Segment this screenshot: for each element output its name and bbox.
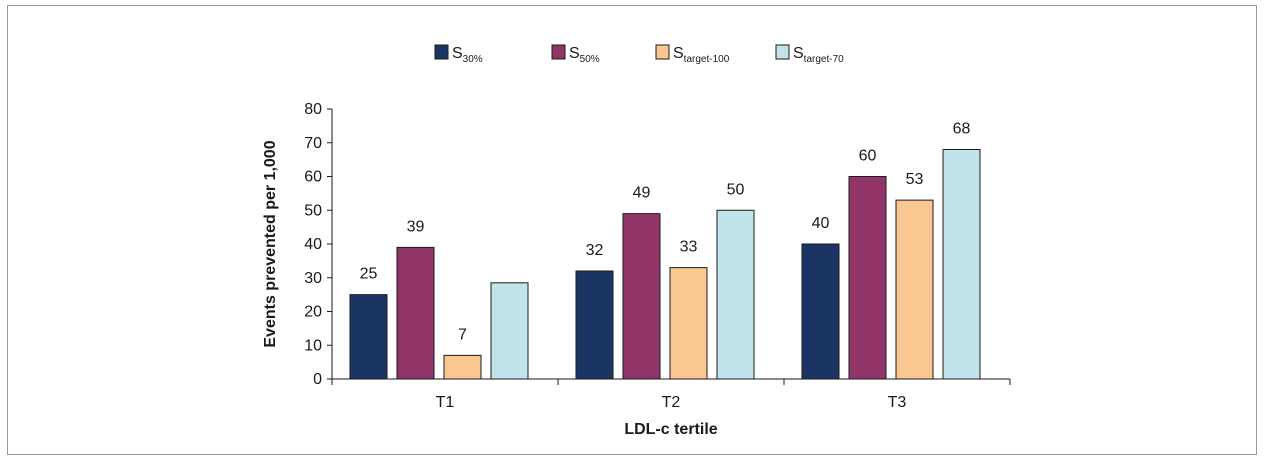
- bar-t2-series-2: [622, 213, 661, 380]
- bar-t1-series-2: [396, 246, 435, 380]
- bar-t2-series-1: [575, 270, 614, 380]
- legend-swatch: [775, 44, 790, 60]
- chart-figure: S30% S50% Starget-100 Starget-70 25 32 40 39 49…: [7, 5, 1257, 455]
- bar-t1-series-1: [349, 294, 388, 380]
- bar-value-label: 50: [727, 181, 745, 198]
- y-tick-label: 40: [304, 236, 322, 253]
- bar-t1-series-3: [443, 354, 482, 380]
- bar-t3-series-4: [942, 149, 981, 380]
- y-tick-label: 70: [304, 135, 322, 152]
- y-tick-label: 20: [304, 304, 322, 321]
- y-tick-label: 0: [313, 371, 322, 388]
- legend-swatch: [434, 44, 449, 60]
- bar-t2-series-4: [716, 209, 755, 380]
- y-tick-label: 10: [304, 337, 322, 354]
- bar-value-label: 68: [953, 121, 971, 138]
- y-tick-label: 30: [304, 270, 322, 287]
- bar-value-label: 60: [859, 148, 877, 165]
- bar-t3-series-2: [848, 176, 887, 380]
- legend-label: Starget-100: [673, 45, 730, 65]
- bar-value-label: 25: [360, 266, 378, 283]
- bar-value-label: 39: [407, 218, 425, 235]
- bar-chart: S30% S50% Starget-100 Starget-70 25 32 40 39 49…: [262, 44, 1011, 438]
- x-axis-title: LDL-c tertile: [624, 421, 717, 438]
- legend-label: S50%: [569, 45, 600, 65]
- y-tick-label: 60: [304, 169, 322, 186]
- bar-t3-series-1: [801, 243, 840, 380]
- bar-value-label: 7: [458, 326, 467, 343]
- x-tick-label: T2: [662, 394, 681, 411]
- bar-value-labels: 25 32 40 39 49 60 7 33 53 50 68: [360, 121, 971, 344]
- bar-value-label: 32: [586, 242, 604, 259]
- legend-swatch: [551, 44, 566, 60]
- chart-legend: S30% S50% Starget-100 Starget-70: [434, 44, 844, 65]
- x-tick-label: T3: [888, 394, 907, 411]
- bar-t3-series-3: [895, 199, 934, 380]
- bar-marks: [349, 149, 981, 380]
- legend-swatch: [655, 44, 670, 60]
- bar-value-label: 53: [906, 171, 924, 188]
- bar-t1-series-4: [490, 282, 529, 380]
- x-axis: T1 T2 T3: [331, 378, 1011, 411]
- bar-t2-series-3: [669, 267, 708, 380]
- legend-label: Starget-70: [793, 45, 844, 65]
- bar-value-label: 49: [633, 185, 651, 202]
- y-axis-title: Events prevented per 1,000: [262, 140, 279, 347]
- y-axis: 0 10 20 30 40 50 60 70 80: [304, 101, 333, 388]
- y-tick-label: 50: [304, 202, 322, 219]
- bar-value-label: 33: [680, 239, 698, 256]
- bar-value-label: 40: [812, 215, 830, 232]
- x-tick-label: T1: [436, 394, 455, 411]
- legend-label: S30%: [452, 45, 483, 65]
- y-tick-label: 80: [304, 101, 322, 118]
